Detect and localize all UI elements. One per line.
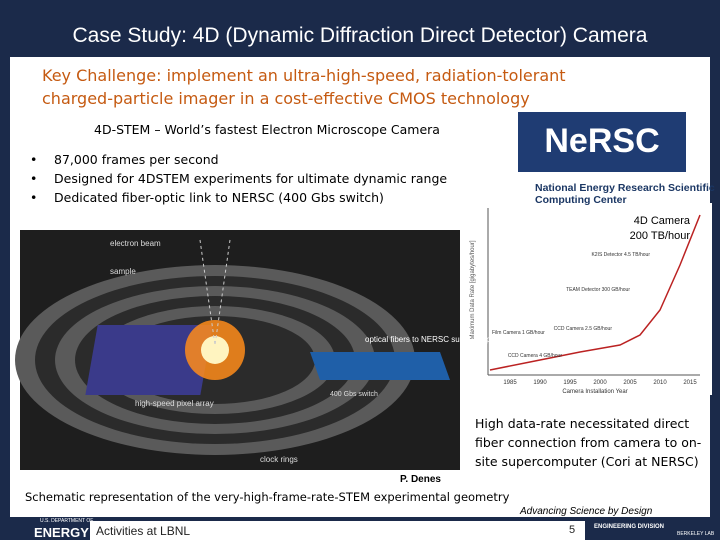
tagline: Advancing Science by Design — [520, 506, 653, 517]
footer-box — [90, 521, 585, 540]
x-tick-label: 2005 — [623, 380, 637, 386]
schematic-label: electron beam — [110, 239, 161, 248]
lab-name: BERKELEY LAB — [677, 531, 715, 537]
fiber-bundle — [310, 352, 450, 380]
note: High data-rate necessitated direct fiber… — [475, 416, 702, 469]
x-tick-label: 1985 — [503, 380, 517, 386]
page-number: 5 — [569, 524, 576, 536]
trend-line — [489, 214, 701, 371]
x-tick-label: 1995 — [563, 380, 577, 386]
diffraction-core — [201, 336, 229, 364]
x-axis-label: Camera Installation Year — [562, 389, 627, 395]
pixel-array — [85, 325, 213, 395]
bullet: Dedicated fiber-optic link to NERSC (400… — [30, 188, 447, 207]
division: ENGINEERING DIVISION — [594, 524, 665, 530]
author: P. Denes — [400, 474, 441, 485]
schematic-label: 400 Gbs switch — [330, 391, 378, 398]
nersc-name: National Energy Research Scientific Comp… — [535, 182, 715, 206]
caption: Schematic representation of the very-hig… — [25, 490, 510, 504]
schematic-label: clock rings — [260, 455, 298, 464]
point-label: TEAM Detector 300 GB/hour — [566, 287, 630, 293]
x-tick-label: 1990 — [533, 380, 547, 386]
doe-small: U.S. DEPARTMENT OF — [40, 518, 94, 524]
x-tick-label: 2010 — [653, 380, 667, 386]
schematic-label: high-speed pixel array — [135, 399, 214, 408]
x-tick-label: 2000 — [593, 380, 607, 386]
slide-title: Case Study: 4D (Dynamic Diffraction Dire… — [72, 24, 648, 47]
y-axis-label: Maximum Data Rate [gigabytes/hour] — [470, 240, 476, 339]
schematic: electron beam sample optical fibers to N… — [15, 230, 505, 470]
rate-chart: 4D Camera 200 TB/hour Maximum Data Rate … — [470, 203, 712, 395]
bullet: Designed for 4DSTEM experiments for ulti… — [30, 169, 447, 188]
callout: 4D Camera — [634, 215, 691, 227]
subtitle: 4D-STEM – World’s fastest Electron Micro… — [94, 122, 440, 137]
point-label: Film Camera 1 GB/hour — [492, 330, 545, 336]
schematic-label: sample — [110, 267, 136, 276]
nersc-logo-box — [518, 112, 686, 172]
point-label: CCD Camera 4 GB/hour — [508, 353, 563, 359]
footer-label: Activities at LBNL — [96, 524, 191, 538]
nersc-logo: NeRSC — [544, 122, 659, 160]
schematic-label: optical fibers to NERSC supercomputer — [365, 335, 505, 344]
bullet: 87,000 frames per second — [30, 150, 447, 169]
point-label: CCD Camera 2.5 GB/hour — [554, 326, 613, 332]
doe-logo: ENERGY — [34, 525, 89, 540]
callout: 200 TB/hour — [630, 230, 691, 242]
x-tick-label: 2015 — [683, 380, 697, 386]
bullet-list: 87,000 frames per second Designed for 4D… — [30, 150, 447, 207]
key-challenge: Key Challenge: implement an ultra-high-s… — [42, 66, 566, 108]
point-label: K2IS Detector 4.5 TB/hour — [591, 252, 650, 258]
chart-bg — [470, 203, 712, 395]
